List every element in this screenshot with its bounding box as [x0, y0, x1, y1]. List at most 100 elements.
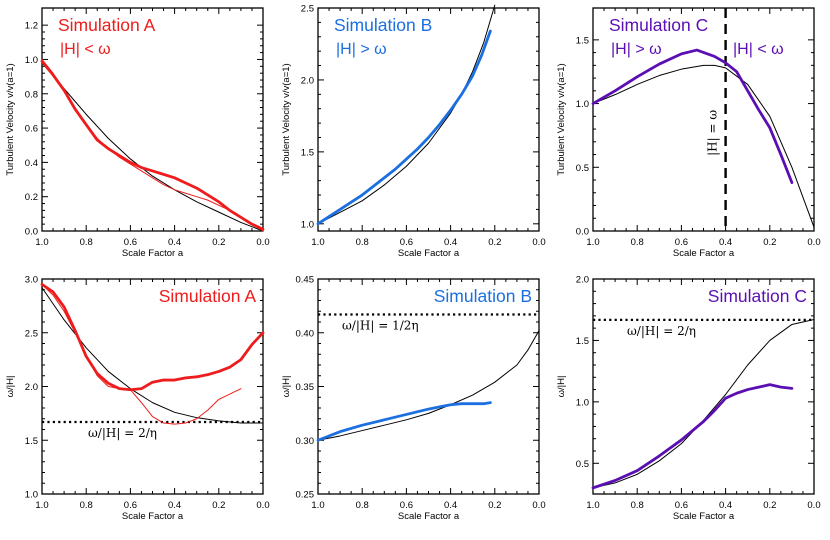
- panel-subtitle-right: |H| < ω: [733, 41, 784, 58]
- panel-bottom-c: 1.0 0.8 0.6 0.4 0.2 0.0 0.5 1.0 1.5 2.0 ω/|H| = …: [556, 275, 821, 523]
- vertical-line-label: |H| = ω: [706, 110, 720, 156]
- y-tick-label: 0.5: [576, 459, 589, 470]
- panel-title: Simulation B: [334, 15, 432, 35]
- y-tick-label: 0.45: [296, 275, 315, 286]
- y-tick-labels: 0.0 0.5 1.0 1.5: [576, 35, 589, 237]
- y-tick-label: 0.4: [25, 158, 38, 169]
- y-axis-label: ω/|H|: [5, 376, 16, 398]
- y-axis-label: Turbulent Velocity v/v(a=1): [281, 63, 292, 175]
- tick-marks: [592, 278, 815, 494]
- x-tick-label: 0.6: [400, 500, 413, 511]
- y-axis-label: Turbulent Velocity v/v(a=1): [556, 63, 567, 175]
- x-axis-label: Scale Factor a: [673, 511, 735, 522]
- x-tick-labels: 1.0 0.8 0.6 0.4 0.2 0.0: [35, 237, 269, 248]
- panel-title: Simulation B: [434, 286, 532, 306]
- y-tick-label: 0.6: [25, 124, 38, 135]
- x-tick-label: 0.6: [400, 237, 413, 248]
- x-tick-labels: 1.0 0.8 0.6 0.4 0.2 0.0: [311, 237, 545, 248]
- y-tick-label: 1.2: [25, 21, 38, 32]
- tick-marks: [41, 8, 264, 232]
- panel-top-c: 1.0 0.8 0.6 0.4 0.2 0.0 0.00.51.01.5 |H| = ω …: [556, 7, 821, 259]
- x-axis-label: Scale Factor a: [122, 248, 184, 259]
- x-tick-label: 0.4: [719, 500, 732, 511]
- x-tick-label: 0.2: [488, 237, 501, 248]
- y-tick-label: 3.0: [25, 275, 38, 286]
- x-tick-label: 0.0: [532, 500, 545, 511]
- y-tick-label: 2.5: [301, 4, 314, 15]
- y-tick-label: 0.35: [296, 382, 315, 393]
- y-tick-label: 0.5: [576, 163, 589, 174]
- x-tick-label: 0.4: [168, 500, 181, 511]
- series-layer: [40, 58, 265, 232]
- panel-title: Simulation A: [58, 15, 156, 35]
- y-tick-label: 0.40: [296, 328, 315, 339]
- x-tick-labels: 1.0 0.8 0.6 0.4 0.2 0.0: [311, 500, 545, 511]
- tick-marks: [41, 278, 264, 495]
- y-tick-label: 1.0: [576, 397, 589, 408]
- x-axis-label: Scale Factor a: [122, 511, 184, 522]
- y-tick-label: 2.0: [301, 75, 314, 86]
- reference-line-label: ω/|H| = 2/η: [627, 324, 696, 338]
- series-line-thick: [591, 48, 794, 184]
- x-tick-label: 0.0: [256, 500, 269, 511]
- panel-bottom-a: 1.0 0.8 0.6 0.4 0.2 0.0 1.0 1.5 2.0 2.5 3.0 ω/|H|…: [5, 275, 270, 523]
- x-tick-label: 0.6: [675, 237, 688, 248]
- y-tick-labels: 0.5 1.0 1.5 2.0: [576, 275, 589, 470]
- x-tick-label: 0.8: [356, 237, 369, 248]
- y-tick-label: 1.0: [301, 219, 314, 230]
- reference-line-label: ω/|H| = 1/2η: [342, 318, 419, 332]
- panel-top-b: 1.0 0.8 0.6 0.4 0.2 0.0 1.0 1.5 2.0 2.5 Scale Fa…: [281, 4, 546, 260]
- series-layer: |H| = ω: [591, 8, 815, 231]
- x-tick-label: 0.8: [631, 500, 644, 511]
- x-tick-label: 1.0: [311, 237, 324, 248]
- x-tick-label: 0.8: [80, 500, 93, 511]
- x-tick-label: 0.2: [763, 237, 776, 248]
- y-tick-label: 0.0: [25, 227, 38, 238]
- panel-subtitle: |H| > ω: [611, 41, 662, 58]
- y-tick-label: 1.0: [576, 99, 589, 110]
- reference-line-label: ω/|H| = 2/η: [88, 426, 157, 440]
- series-line-thin: [41, 58, 264, 232]
- series-line-thick: [40, 282, 265, 392]
- y-tick-label: 2.0: [576, 275, 589, 286]
- y-tick-label: 0.0: [576, 227, 589, 238]
- series-line-model: [41, 62, 264, 232]
- series-line-model: [317, 4, 496, 225]
- series-line-thick: [40, 59, 265, 231]
- y-tick-labels: 0.0 0.2 0.4 0.6 0.8 1.0 1.2: [25, 21, 38, 238]
- y-tick-labels: 0.25 0.30 0.35 0.40 0.45: [296, 275, 315, 501]
- series-layer: ω/|H| = 2/η: [591, 318, 815, 490]
- series-layer: ω/|H| = 2/η: [40, 282, 265, 440]
- panel-title: Simulation C: [708, 286, 807, 306]
- y-tick-label: 2.0: [25, 382, 38, 393]
- panel-bottom-b: 1.0 0.8 0.6 0.4 0.2 0.0 0.250.300.350.400.45 …: [281, 275, 546, 523]
- x-tick-label: 0.8: [80, 237, 93, 248]
- y-tick-label: 1.0: [25, 490, 38, 501]
- panel-top-a: 1.0 0.8 0.6 0.4 0.2 0.0 0.0 0.2 0.4 0.6 0.8 1.0 1.2…: [5, 7, 270, 259]
- x-tick-label: 0.2: [763, 500, 776, 511]
- series-layer: [316, 4, 496, 226]
- tick-marks: [592, 8, 815, 232]
- series-line-thin: [41, 283, 242, 425]
- x-tick-label: 0.4: [168, 237, 181, 248]
- x-tick-label: 0.6: [124, 237, 137, 248]
- series-layer: ω/|H| = 1/2η: [316, 313, 540, 442]
- panel-subtitle: |H| < ω: [60, 41, 111, 58]
- series-line-thick: [316, 401, 492, 442]
- y-tick-label: 0.2: [25, 192, 38, 203]
- x-tick-label: 0.0: [807, 237, 820, 248]
- series-line-thick: [591, 383, 794, 490]
- series-line-thick: [316, 29, 492, 226]
- x-axis-label: Scale Factor a: [398, 248, 460, 259]
- panel-subtitle: |H| > ω: [336, 41, 387, 58]
- panel-title: Simulation A: [159, 286, 257, 306]
- x-tick-label: 0.0: [256, 237, 269, 248]
- x-tick-label: 1.0: [35, 500, 48, 511]
- x-tick-label: 0.4: [444, 500, 457, 511]
- series-line-model: [317, 330, 540, 441]
- x-tick-label: 0.0: [532, 237, 545, 248]
- y-tick-labels: 1.0 1.5 2.0 2.5: [301, 4, 314, 231]
- y-axis-label: ω/|H|: [556, 376, 567, 398]
- x-tick-label: 1.0: [586, 237, 599, 248]
